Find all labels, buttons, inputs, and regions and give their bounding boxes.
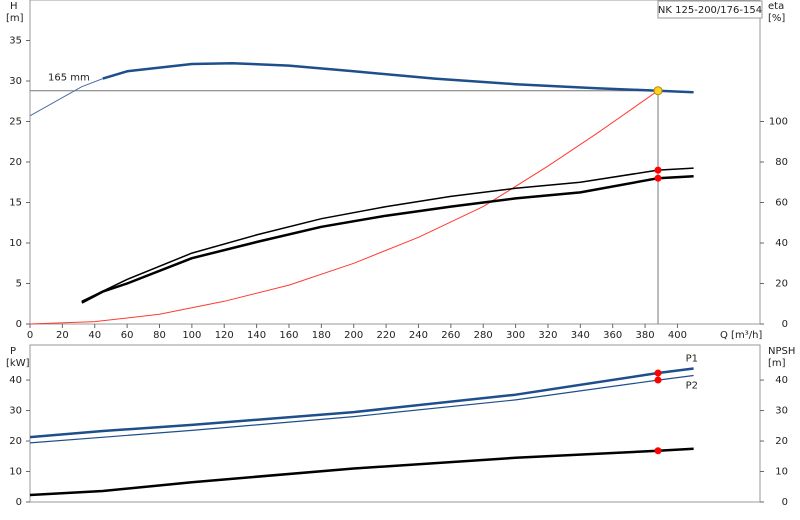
y2-axis-unit: [%] xyxy=(768,13,785,24)
plot-frame xyxy=(29,0,761,325)
y-axis-unit: [kW] xyxy=(6,358,30,369)
curve xyxy=(102,61,694,94)
y2-tick-label: 40 xyxy=(775,238,788,249)
plot-frame xyxy=(29,344,761,503)
operating-point xyxy=(654,166,662,174)
operating-point xyxy=(654,447,662,455)
curve xyxy=(29,374,694,444)
y-tick-label: 10 xyxy=(9,238,22,249)
y-tick-label: 5 xyxy=(16,279,22,290)
x-tick-label: 80 xyxy=(153,330,166,341)
x-tick-label: 240 xyxy=(409,330,428,341)
x-tick-label: 120 xyxy=(215,330,234,341)
y-tick-label: 20 xyxy=(9,436,22,447)
y2-tick-label: 80 xyxy=(775,157,788,168)
y2-tick-label: 0 xyxy=(782,319,788,330)
x-tick-label: 300 xyxy=(506,330,525,341)
y2-tick-label: 20 xyxy=(775,279,788,290)
y-tick-label: 30 xyxy=(9,76,22,87)
y-tick-label: 20 xyxy=(9,157,22,168)
x-tick-label: 100 xyxy=(182,330,201,341)
curve xyxy=(29,90,659,325)
y-axis-unit: [m] xyxy=(6,13,24,24)
y-tick-label: 25 xyxy=(9,117,22,128)
x-tick-label: 20 xyxy=(56,330,69,341)
impeller-annotation: 165 mm xyxy=(48,73,90,84)
curve xyxy=(29,447,694,497)
curve xyxy=(29,78,103,117)
operating-point xyxy=(654,369,662,377)
y-tick-label: 10 xyxy=(9,467,22,478)
duty-point xyxy=(653,86,663,96)
title-box xyxy=(657,0,763,19)
operating-point xyxy=(654,174,662,182)
x-tick-label: 180 xyxy=(312,330,331,341)
y-tick-label: 0 xyxy=(16,319,22,330)
y2-axis-label: eta xyxy=(768,1,784,12)
y2-axis-unit: [m] xyxy=(768,358,786,369)
x-tick-label: 160 xyxy=(279,330,298,341)
x-tick-label: 200 xyxy=(344,330,363,341)
curve-label: P2 xyxy=(686,380,698,391)
x-tick-label: 140 xyxy=(247,330,266,341)
x-tick-label: 380 xyxy=(636,330,655,341)
y-tick-label: 35 xyxy=(9,36,22,47)
x-tick-label: 280 xyxy=(474,330,493,341)
x-tick-label: 340 xyxy=(571,330,590,341)
y-axis-label: P xyxy=(10,346,16,357)
x-tick-label: 400 xyxy=(668,330,687,341)
operating-point xyxy=(654,376,662,384)
y2-tick-label: 30 xyxy=(775,406,788,417)
chart-title: NK 125-200/176-154 xyxy=(658,5,762,16)
curve xyxy=(81,174,694,304)
y2-tick-label: 0 xyxy=(782,497,788,508)
y2-tick-label: 10 xyxy=(775,467,788,478)
x-tick-label: 220 xyxy=(377,330,396,341)
curve xyxy=(81,167,694,302)
y2-axis-label: NPSH xyxy=(768,346,795,357)
y2-tick-label: 40 xyxy=(775,375,788,386)
x-axis-label: Q [m³/h] xyxy=(720,330,762,341)
y-tick-label: 0 xyxy=(16,497,22,508)
x-tick-label: 40 xyxy=(88,330,101,341)
curve xyxy=(29,367,694,439)
y2-tick-label: 20 xyxy=(775,436,788,447)
x-tick-label: 0 xyxy=(27,330,33,341)
x-tick-label: 260 xyxy=(441,330,460,341)
y-tick-label: 15 xyxy=(9,198,22,209)
x-tick-label: 60 xyxy=(121,330,134,341)
y-tick-label: 30 xyxy=(9,406,22,417)
x-tick-label: 320 xyxy=(538,330,557,341)
y2-tick-label: 100 xyxy=(769,117,788,128)
y-axis-label: H xyxy=(10,1,18,12)
curve-label: P1 xyxy=(686,353,698,364)
y2-tick-label: 60 xyxy=(775,198,788,209)
y-tick-label: 40 xyxy=(9,375,22,386)
x-tick-label: 360 xyxy=(603,330,622,341)
